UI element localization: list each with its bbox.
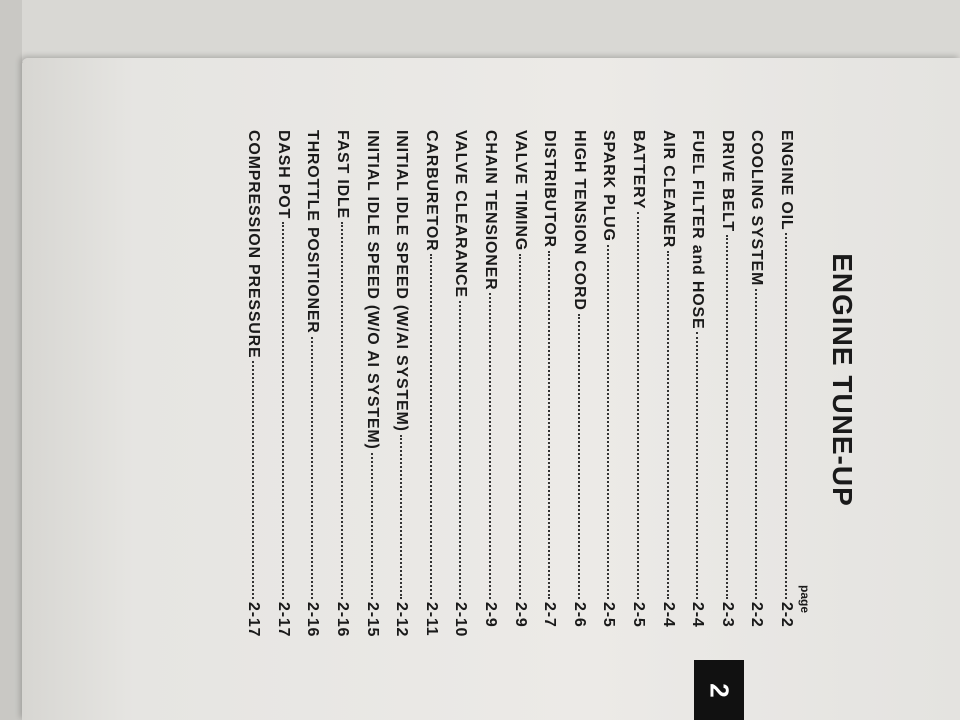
toc-entry-label: FUEL FILTER and HOSE	[689, 130, 707, 330]
toc-entry-label: ENGINE OIL	[778, 130, 795, 231]
toc-entry-page: 2-4	[689, 602, 707, 628]
toc-entry-label: INITIAL IDLE SPEED (W/O AI SYSTEM)	[363, 130, 381, 450]
dot-leader	[429, 254, 432, 599]
toc-entry-label: HIGH TENSION CORD	[570, 130, 588, 311]
toc-entry-page: 2-9	[482, 602, 500, 628]
dot-leader	[637, 212, 640, 599]
toc-entry-page: 2-2	[778, 602, 795, 628]
dot-leader	[607, 244, 610, 599]
toc-entry: CARBURETOR 2-11	[410, 130, 440, 650]
dot-leader	[548, 250, 551, 599]
toc-entry: SPARK PLUG 2-5	[588, 130, 618, 650]
manual-page	[22, 58, 960, 720]
toc-entry: VALVE TIMING 2-9	[499, 130, 529, 650]
toc-entry-label: VALVE CLEARANCE	[452, 130, 470, 298]
toc-entry-page: 2-16	[304, 602, 322, 638]
toc-entry: FAST IDLE 2-16	[322, 130, 352, 650]
toc-entry-label: INITIAL IDLE SPEED (W/AI SYSTEM)	[393, 130, 411, 432]
toc-entry: INITIAL IDLE SPEED (W/O AI SYSTEM) 2-15	[351, 130, 381, 650]
toc-entry: COMPRESSION PRESSURE 2-17	[233, 130, 263, 650]
page-title: ENGINE TUNE-UP	[827, 253, 858, 507]
toc-entry: DASH POT 2-17	[262, 130, 292, 650]
toc-entry: DISTRIBUTOR 2-7	[529, 130, 559, 650]
toc-entry-label: AIR CLEANER	[659, 130, 677, 249]
section-number: 2	[704, 682, 735, 698]
toc-entry: ENGINE OIL 2-2	[765, 130, 795, 650]
toc-entry-label: CARBURETOR	[422, 130, 440, 252]
toc-entry-label: VALVE TIMING	[511, 130, 529, 252]
toc-entry-page: 2-5	[600, 602, 618, 628]
toc-entry-page: 2-11	[422, 602, 440, 637]
dot-leader	[666, 251, 669, 599]
dot-leader	[459, 300, 462, 599]
toc-entry-page: 2-9	[511, 602, 529, 628]
dot-leader	[489, 293, 492, 599]
toc-entry-page: 2-6	[570, 602, 588, 628]
dot-leader	[725, 234, 728, 599]
toc-entry-page: 2-12	[393, 602, 411, 638]
toc-entry-page: 2-7	[541, 602, 559, 628]
page-column-label: page	[798, 585, 812, 614]
dot-leader	[400, 434, 403, 599]
underlying-page-top	[20, 0, 960, 62]
dot-leader	[696, 332, 699, 599]
toc-entry-page: 2-4	[659, 602, 677, 628]
dot-leader	[518, 254, 521, 599]
toc-entry-label: FAST IDLE	[334, 130, 352, 219]
toc-entry-label: COOLING SYSTEM	[748, 130, 766, 287]
toc-entry: CHAIN TENSIONER 2-9	[469, 130, 499, 650]
table-of-contents: ENGINE TUNE-UP page ENGINE OIL 2-2 COOLING…	[200, 80, 860, 720]
toc-entry-page: 2-15	[363, 602, 381, 638]
toc-list: ENGINE OIL 2-2 COOLING SYSTEM 2-2 DRIVE BELT…	[233, 130, 795, 650]
toc-entry-label: DISTRIBUTOR	[541, 130, 559, 248]
dot-leader	[311, 336, 314, 599]
toc-entry: BATTERY 2-5	[617, 130, 647, 650]
toc-entry: COOLING SYSTEM 2-2	[736, 130, 766, 650]
toc-entry-label: THROTTLE POSITIONER	[304, 130, 322, 334]
toc-entry-label: COMPRESSION PRESSURE	[245, 130, 263, 359]
underlying-page-left	[0, 0, 22, 720]
toc-entry: THROTTLE POSITIONER 2-16	[292, 130, 322, 650]
toc-entry: FUEL FILTER and HOSE 2-4	[677, 130, 707, 650]
toc-entry-label: BATTERY	[630, 130, 648, 210]
toc-entry: HIGH TENSION CORD 2-6	[558, 130, 588, 650]
toc-entry-label: SPARK PLUG	[600, 130, 618, 242]
toc-entry: INITIAL IDLE SPEED (W/AI SYSTEM) 2-12	[381, 130, 411, 650]
dot-leader	[370, 452, 373, 599]
dot-leader	[577, 313, 580, 599]
section-tab: 2	[694, 660, 744, 720]
toc-entry-label: DASH POT	[274, 130, 292, 220]
dot-leader	[755, 289, 758, 599]
dot-leader	[252, 361, 255, 599]
toc-entry-page: 2-16	[334, 602, 352, 638]
toc-entry: AIR CLEANER 2-4	[647, 130, 677, 650]
toc-entry-page: 2-2	[748, 602, 766, 628]
toc-entry-page: 2-17	[274, 602, 292, 638]
toc-entry-page: 2-5	[630, 602, 648, 628]
dot-leader	[785, 233, 787, 599]
toc-entry-label: DRIVE BELT	[718, 130, 736, 232]
toc-entry-page: 2-3	[718, 602, 736, 628]
toc-entry: VALVE CLEARANCE 2-10	[440, 130, 470, 650]
toc-entry-page: 2-17	[245, 602, 263, 638]
toc-entry: DRIVE BELT 2-3	[706, 130, 736, 650]
dot-leader	[341, 221, 344, 599]
toc-entry-label: CHAIN TENSIONER	[482, 130, 500, 291]
toc-entry-page: 2-10	[452, 602, 470, 638]
dot-leader	[281, 222, 284, 599]
